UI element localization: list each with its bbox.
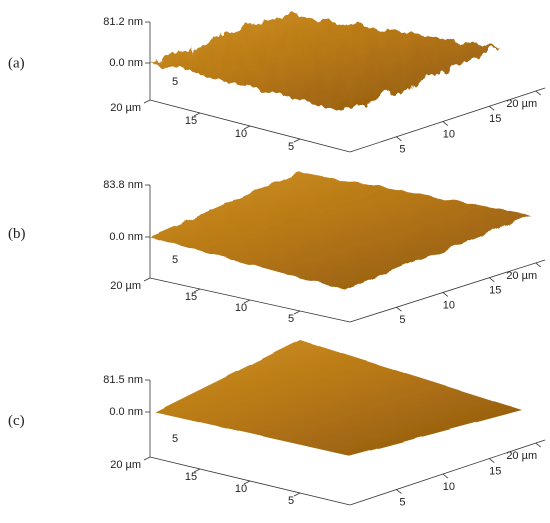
right-axis xyxy=(349,439,546,506)
back-tick-label: 5 xyxy=(172,254,178,266)
axis-tick xyxy=(489,458,495,463)
left-tick-label: 20 µm xyxy=(110,280,141,292)
left-tick-label: 15 xyxy=(185,471,197,483)
axis-tick xyxy=(442,292,449,297)
z-min-label: 0.0 nm xyxy=(109,57,143,69)
right-tick-label: 15 xyxy=(489,465,501,477)
panel-label: (a) xyxy=(8,55,25,71)
axis-tick xyxy=(143,99,151,104)
axis-tick xyxy=(193,112,201,117)
right-tick-label: 20 µm xyxy=(506,450,537,462)
left-tick-label: 15 xyxy=(185,115,197,127)
axis-tick xyxy=(442,473,449,479)
z-min-label: 0.0 nm xyxy=(109,231,143,243)
back-tick-label: 5 xyxy=(172,76,178,88)
axis-tick xyxy=(243,480,251,485)
left-tick-label: 20 µm xyxy=(110,459,141,471)
axis-tick xyxy=(535,442,541,448)
axis-tick xyxy=(243,299,251,304)
panel-label: (b) xyxy=(8,226,26,242)
axis-tick xyxy=(193,468,201,473)
axis-tick xyxy=(293,492,301,497)
z-max-label: 83.8 nm xyxy=(103,179,143,191)
axis-tick xyxy=(396,136,402,142)
axis-tick xyxy=(193,288,201,293)
z-max-label: 81.2 nm xyxy=(103,16,143,28)
left-tick-label: 5 xyxy=(288,495,294,507)
right-axis xyxy=(349,259,546,323)
axis-tick xyxy=(396,306,402,312)
axis-tick xyxy=(489,105,495,111)
afm-panel: (a) 81.2 nm 0.0 nm 5 20 µm 15 10 5 5 10 15 20 µm xyxy=(8,14,546,156)
left-tick-label: 5 xyxy=(288,141,294,153)
left-tick-label: 10 xyxy=(235,128,247,140)
axis-tick xyxy=(143,456,151,461)
right-tick-label: 20 µm xyxy=(506,270,537,282)
axis-tick xyxy=(489,277,495,283)
right-tick-label: 15 xyxy=(489,113,501,125)
afm-panel: (b) 83.8 nm 0.0 nm 5 20 µm 15 10 5 5 10 15 20 µm xyxy=(8,172,546,326)
axis-tick xyxy=(143,277,151,282)
axis-tick xyxy=(293,138,301,143)
axis-tick xyxy=(243,125,251,130)
surface xyxy=(150,14,500,112)
left-tick-label: 15 xyxy=(185,291,197,303)
left-tick-label: 10 xyxy=(235,302,247,314)
axis-tick xyxy=(442,121,449,126)
axis-tick xyxy=(293,310,301,315)
z-min-label: 0.0 nm xyxy=(109,406,143,418)
axis-tick xyxy=(535,90,541,96)
back-tick-label: 5 xyxy=(172,433,178,445)
right-tick-label: 20 µm xyxy=(506,98,537,110)
surface xyxy=(155,340,522,456)
right-tick-label: 10 xyxy=(443,481,455,493)
right-tick-label: 10 xyxy=(443,128,455,140)
right-tick-label: 5 xyxy=(399,314,405,326)
z-max-label: 81.5 nm xyxy=(103,374,143,386)
right-tick-label: 5 xyxy=(399,144,405,156)
afm-panel: (c) 81.5 nm 0.0 nm 5 20 µm 15 10 5 5 10 15 20 µm xyxy=(8,340,546,508)
right-axis xyxy=(349,87,546,153)
right-tick-label: 5 xyxy=(399,496,405,508)
panel-label: (c) xyxy=(8,413,25,429)
axis-tick xyxy=(396,489,402,494)
right-tick-label: 15 xyxy=(489,285,501,297)
right-tick-label: 10 xyxy=(443,299,455,311)
left-tick-label: 5 xyxy=(288,313,294,325)
axis-tick xyxy=(535,262,541,268)
left-tick-label: 10 xyxy=(235,483,247,495)
left-tick-label: 20 µm xyxy=(110,102,141,114)
surface xyxy=(150,172,530,290)
